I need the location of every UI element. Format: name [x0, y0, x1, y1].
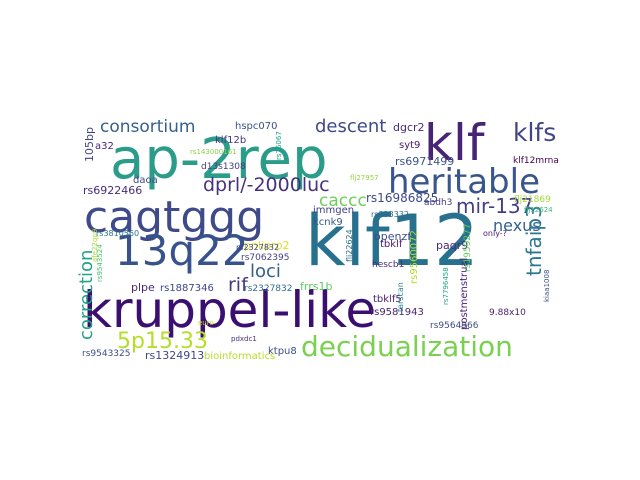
word-euro: euro: [198, 319, 214, 327]
word-correction: correction: [76, 249, 97, 340]
word-rs143000161: rs143000161: [190, 148, 237, 156]
word-abdh3: abdh3: [424, 198, 453, 208]
word-klf12mrna: klf12mrna: [513, 156, 559, 166]
word-9-88x10: 9.88x10: [489, 308, 526, 318]
word-immgen: immgen: [313, 205, 355, 216]
word-consortium: consortium: [100, 117, 196, 137]
word-flj27957: flj27957: [350, 174, 379, 182]
word-caccc: caccc: [319, 191, 367, 211]
word-rs1887346: rs1887346: [160, 283, 214, 294]
word-loci: loci: [250, 261, 281, 282]
word-afe22qp9: afe22qp9: [91, 228, 99, 262]
word-rs9560072: rs9560072: [409, 230, 420, 284]
word-a32: a32: [95, 141, 114, 152]
word-rs9543325: rs9543325: [82, 349, 131, 359]
word-rs6971499: rs6971499: [395, 155, 455, 168]
word-cagtggg: cagtggg: [84, 192, 265, 243]
word-tbklf: tbklf: [380, 239, 403, 250]
word-rs9564966: rs9564966: [430, 321, 479, 331]
word-kcnk9: kcnk9: [313, 217, 343, 228]
word-13q22: 13q22: [115, 226, 249, 275]
word-hspc070: hspc070: [235, 121, 278, 132]
word-hescb1: hescb1: [372, 260, 405, 270]
word-dprl-2000luc: dprl/-2000luc: [203, 174, 330, 196]
word-ap-2rep: ap-2rep: [110, 127, 328, 192]
word-klf: klf: [424, 114, 485, 172]
word-rs333332: rs333332: [371, 210, 409, 219]
word-pnliprp2: pnliprp2: [244, 239, 290, 252]
word-tarscan: tarscan: [396, 282, 405, 312]
word-rif: rif: [228, 274, 248, 296]
word-flj12624: flj12624: [524, 206, 553, 214]
word-rs1324913: rs1324913: [145, 349, 205, 362]
word-flj22624: flj22624: [345, 229, 354, 262]
word-rs1959277: rs1959277: [463, 223, 473, 272]
word-syt9: syt9: [399, 140, 421, 151]
word-klf12: klf12: [305, 200, 479, 282]
word-rs2327832-b: rs2327832: [236, 243, 280, 252]
word-nexus: nexus: [493, 216, 541, 235]
word-kruppel-like: kruppel-like: [83, 281, 377, 339]
word-klfs: klfs: [513, 118, 557, 147]
word-klf12b: klf12b: [215, 135, 247, 146]
word-105bp: 105bp: [83, 127, 96, 162]
word-only: only-?: [483, 229, 507, 238]
word-rs6922466: rs6922466: [83, 184, 143, 197]
word-daoa: daoa: [133, 175, 158, 186]
word-tbklf5: tbklf5: [373, 294, 402, 305]
word-bioinformatics: bioinformatics: [204, 351, 276, 362]
word-decidualization: decidualization: [301, 330, 513, 363]
word-rs9581943: rs9581943: [370, 307, 424, 318]
word-rs16986825: rs16986825: [366, 191, 439, 205]
word-rs76067: rs76067: [275, 131, 283, 160]
word-paqr9: paqr9: [436, 239, 469, 252]
word-ktpu8: ktpu8: [268, 346, 297, 357]
word-rs2327832: rs2327832: [244, 284, 293, 294]
word-openzf: openzf: [374, 230, 412, 243]
word-dgcr2: dgcr2: [393, 121, 425, 134]
word-tnfaip3: tnfaip3: [522, 205, 546, 276]
word-frrs1b: frrs1b: [300, 280, 333, 293]
word-pdxdc1: pdxdc1: [231, 335, 257, 343]
word-rs3810560: rs3810560: [96, 229, 140, 238]
word-flj21869: flj21869: [514, 195, 551, 205]
word-5p15-33: 5p15.33: [117, 329, 208, 354]
word-descent: descent: [315, 116, 387, 137]
word-heritable: heritable: [388, 162, 541, 202]
word-mir-137: mir-137: [456, 194, 534, 218]
word-d13s1308: d13s1308: [201, 162, 246, 172]
word-rs7062395: rs7062395: [241, 253, 290, 263]
word-rs7796458: rs7796458: [442, 267, 450, 305]
word-kiaa1008: kiaa1008: [543, 269, 551, 302]
word-plpe: plpe: [131, 281, 155, 294]
